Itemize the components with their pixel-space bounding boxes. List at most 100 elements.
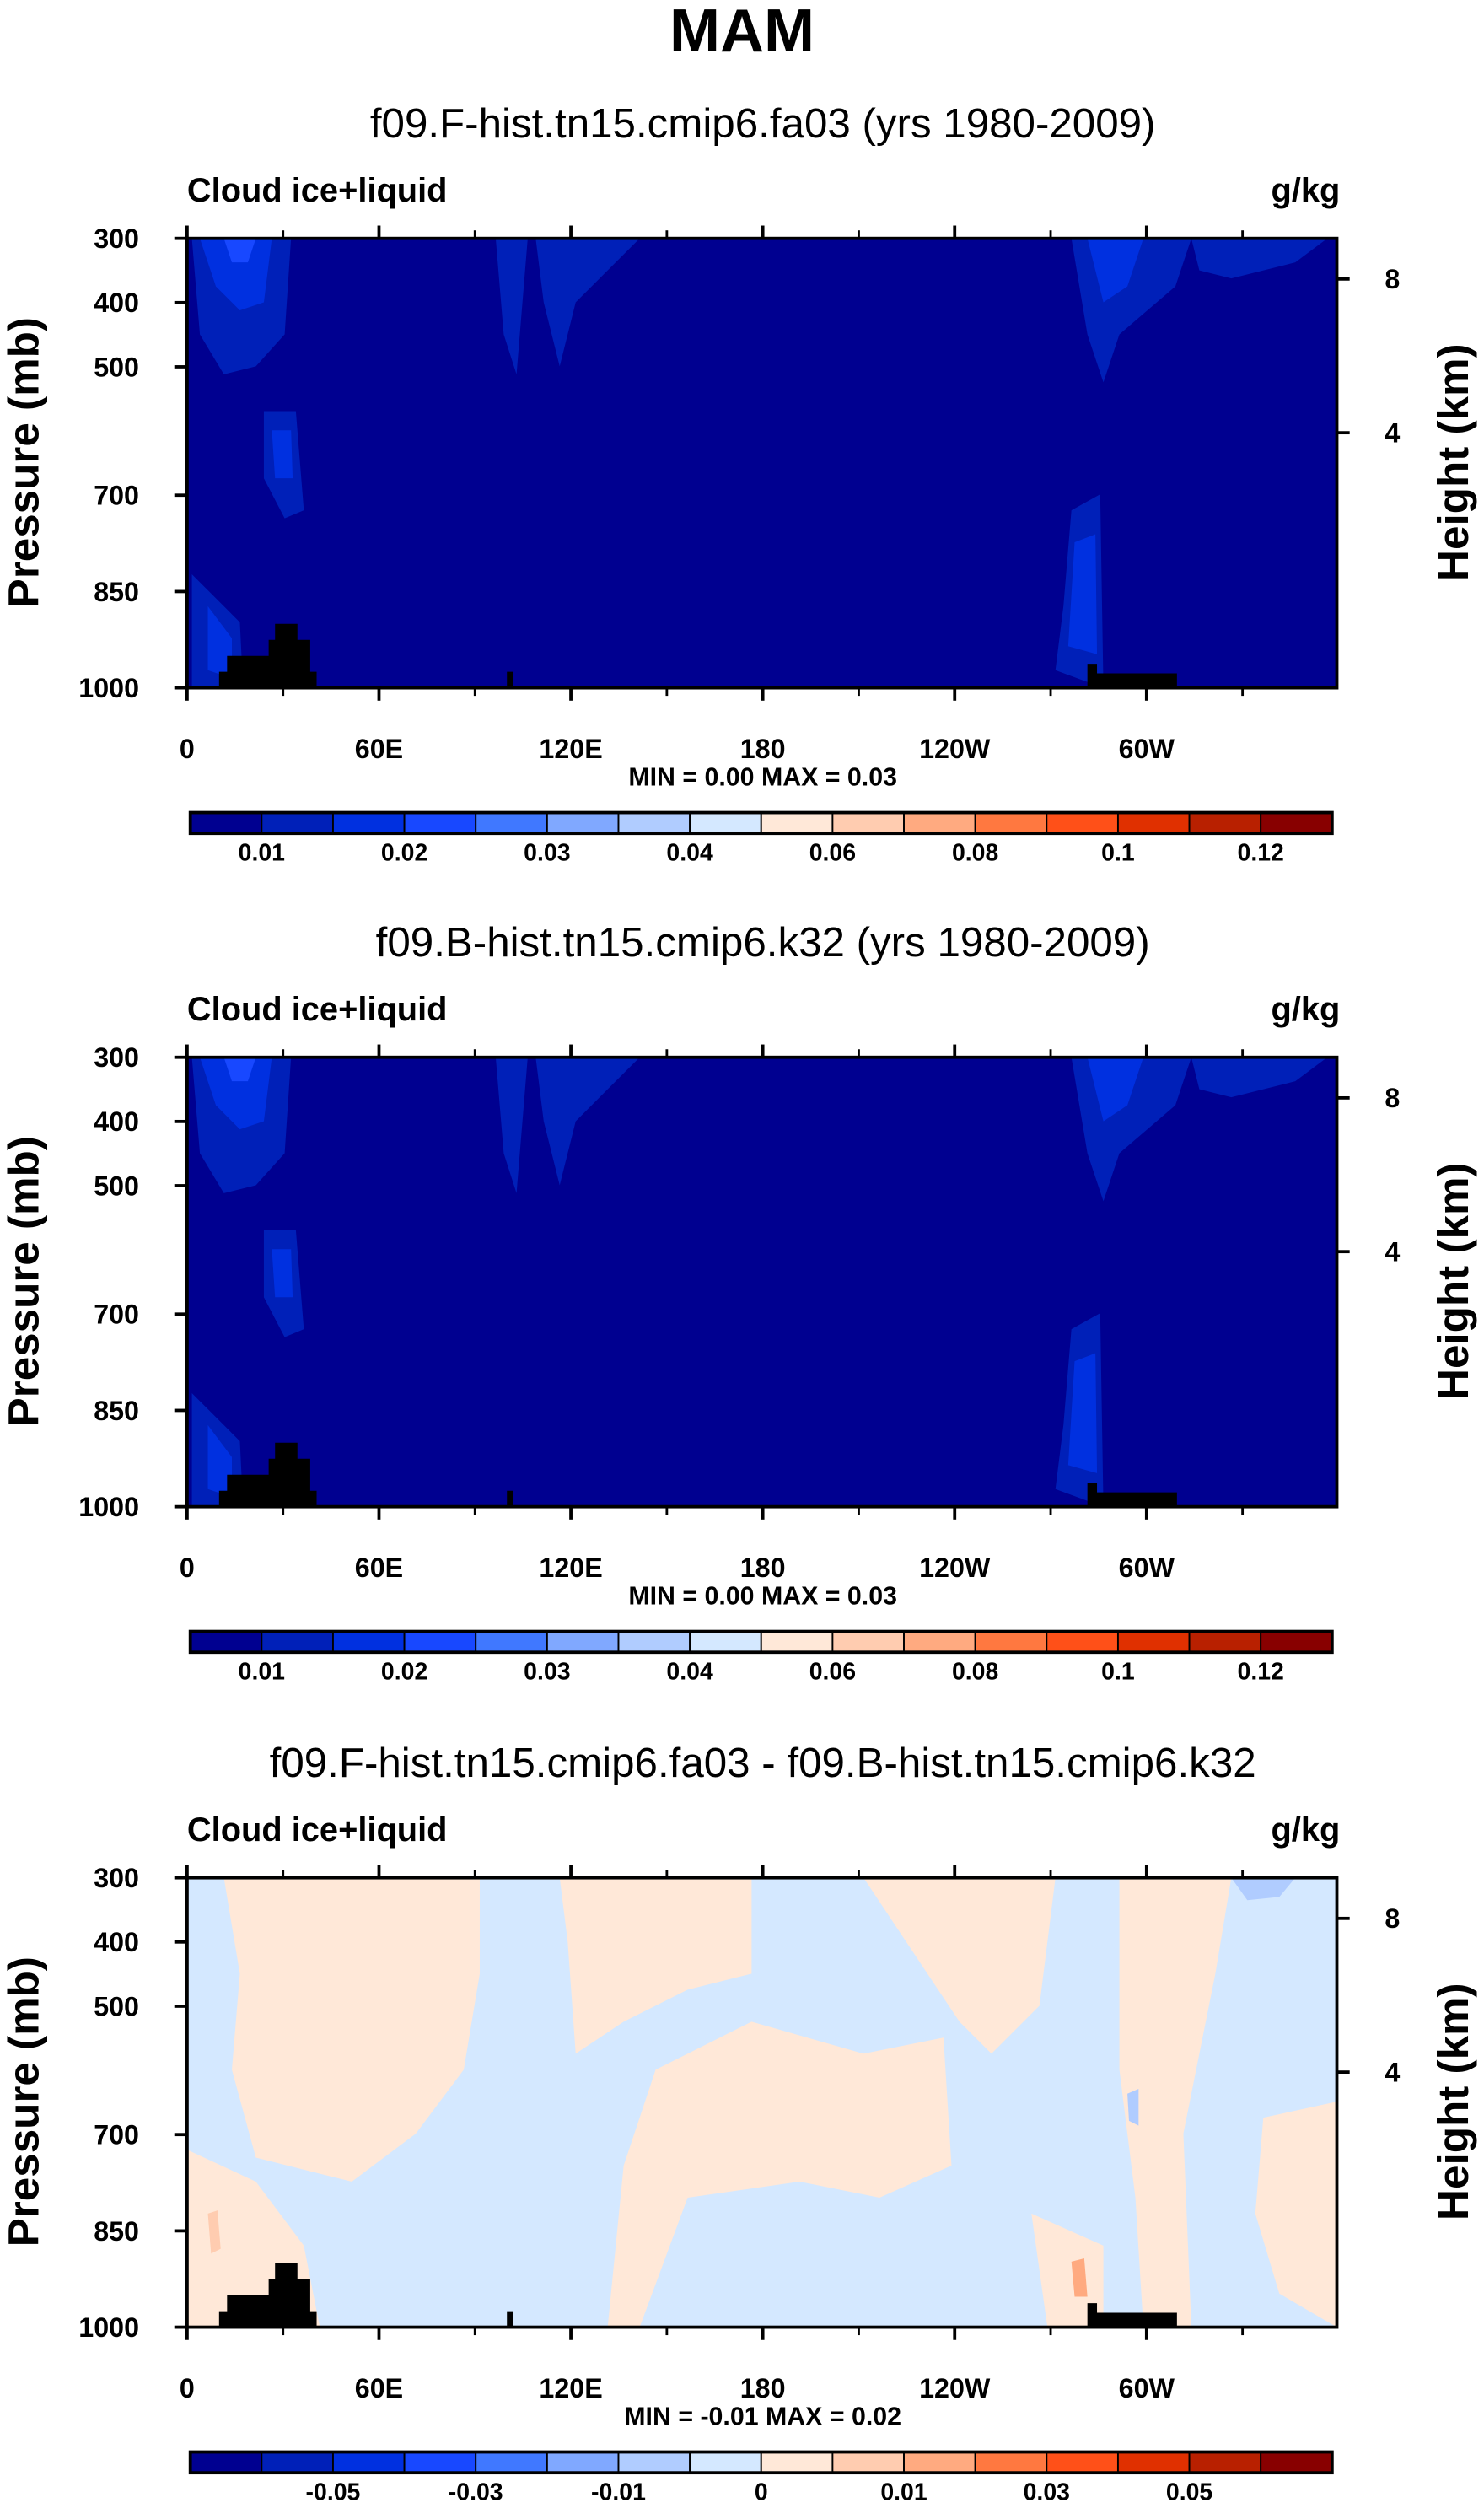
x-tick-label: 0 [180,734,195,764]
colorbar-swatch [617,1630,691,1654]
contour-region [495,1057,528,1193]
contour-region [223,238,256,263]
colorbar-swatch [1116,1630,1191,1654]
contour-field [186,238,1337,688]
colorbar-swatch [475,2451,548,2474]
colorbar-label: 0.03 [1024,2478,1070,2505]
y-tick-label: 300 [94,1863,139,1893]
colorbar-label: 0.05 [1166,2478,1213,2505]
colorbar-label: -0.01 [591,2478,646,2505]
x-tick-label: 60W [1119,1553,1175,1583]
x-tick-label: 0 [180,2373,195,2403]
min-max-stats: MIN = 0.00 MAX = 0.03 [628,1582,897,1610]
colorbar-label: 0.08 [952,1658,998,1685]
colorbar-swatch [332,2451,406,2474]
colorbar-swatch [189,2451,263,2474]
colorbar-swatch [546,811,620,835]
x-tick-label: 120W [919,1553,991,1583]
colorbar-swatch [1046,1630,1119,1654]
colorbar-swatch [546,1630,620,1654]
colorbar-swatch [689,1630,762,1654]
contour-region [1067,534,1098,654]
units-label: g/kg [1271,991,1340,1028]
land-mask [218,623,1177,688]
units-label: g/kg [1271,1811,1340,1849]
colorbar-label: 0.03 [524,839,570,866]
colorbar-swatch [617,811,691,835]
y-right-tick-label: 8 [1385,264,1400,294]
colorbar-swatch [1188,811,1262,835]
colorbar-swatch [261,2451,334,2474]
colorbar-label: 0.12 [1238,1658,1284,1685]
x-tick-label: 180 [740,2373,786,2403]
colorbar-label: 0.06 [809,839,856,866]
y-tick-label: 300 [94,1042,139,1073]
y-right-tick-label: 4 [1385,2057,1400,2087]
y-axis-label: Pressure (mb) [0,1956,48,2247]
colorbar-swatch [1116,2451,1191,2474]
y-right-tick-label: 4 [1385,418,1400,449]
panel-subtitle: f09.F-hist.tn15.cmip6.fa03 (yrs 1980-200… [370,100,1156,147]
colorbar-label: 0.01 [239,839,286,866]
colorbar-frame [188,2450,1334,2475]
contour-region [863,1877,1056,2054]
colorbar-swatch [189,1630,263,1654]
y-tick-label: 500 [94,1171,139,1201]
colorbar-swatch [189,811,263,835]
variable-label: Cloud ice+liquid [187,1811,448,1849]
contour-region [223,1877,480,2182]
contour-region [607,2021,952,2328]
colorbar-label: 0.12 [1238,839,1284,866]
y-axis-label-right: Height (km) [1429,1162,1477,1400]
x-tick-label: 0 [180,1553,195,1583]
colorbar-label: 0 [755,2478,768,2505]
colorbar-swatch [974,2451,1048,2474]
y-tick-label: 850 [94,577,139,607]
land-mask [218,1442,1177,1507]
x-tick-label: 120W [919,2373,991,2403]
contour-region [207,605,232,679]
colorbar-swatch [332,1630,406,1654]
colorbar-swatch [261,1630,334,1654]
y-tick-label: 400 [94,1106,139,1137]
colorbar-swatch [1260,2451,1333,2474]
variable-label: Cloud ice+liquid [187,991,448,1028]
x-tick-label: 120E [539,2373,602,2403]
contour-region [1119,1877,1232,2328]
y-tick-label: 1000 [78,673,139,703]
min-max-stats: MIN = -0.01 MAX = 0.02 [624,2403,901,2430]
contour-region [1191,1057,1328,1098]
x-tick-label: 180 [740,734,786,764]
x-tick-label: 120E [539,734,602,764]
panel-subtitle: f09.F-hist.tn15.cmip6.fa03 - f09.B-hist.… [270,1740,1256,1786]
colorbar-swatch [475,1630,548,1654]
y-axis-label-right: Height (km) [1429,343,1477,581]
colorbar-swatch [1188,2451,1262,2474]
y-tick-label: 400 [94,288,139,318]
colorbar-swatch [403,2451,477,2474]
colorbar-swatch [332,811,406,835]
contour-region [272,1249,293,1298]
y-right-tick-label: 8 [1385,1083,1400,1113]
colorbar-label: 0.04 [666,1658,713,1685]
x-tick-label: 120E [539,1553,602,1583]
colorbar-swatch [903,811,976,835]
x-tick-label: 120W [919,734,991,764]
x-tick-label: 60E [355,734,403,764]
contour-region [1031,2213,1104,2328]
panel-1: f09.F-hist.tn15.cmip6.fa03 (yrs 1980-200… [0,100,1477,866]
y-axis-label: Pressure (mb) [0,1136,48,1426]
colorbar-swatch [1116,811,1191,835]
colorbar-frame [188,1629,1334,1655]
panel-3: f09.F-hist.tn15.cmip6.fa03 - f09.B-hist.… [0,1740,1477,2505]
contour-region [1191,238,1328,279]
contour-region [1087,238,1144,303]
y-tick-label: 700 [94,2120,139,2150]
panel-2: f09.B-hist.tn15.cmip6.k32 (yrs 1980-2009… [0,919,1477,1685]
colorbar-swatch [1046,2451,1119,2474]
y-right-tick-label: 8 [1385,1903,1400,1934]
contour-region [535,238,640,367]
x-tick-label: 180 [740,1553,786,1583]
colorbar-label: 0.02 [381,839,427,866]
